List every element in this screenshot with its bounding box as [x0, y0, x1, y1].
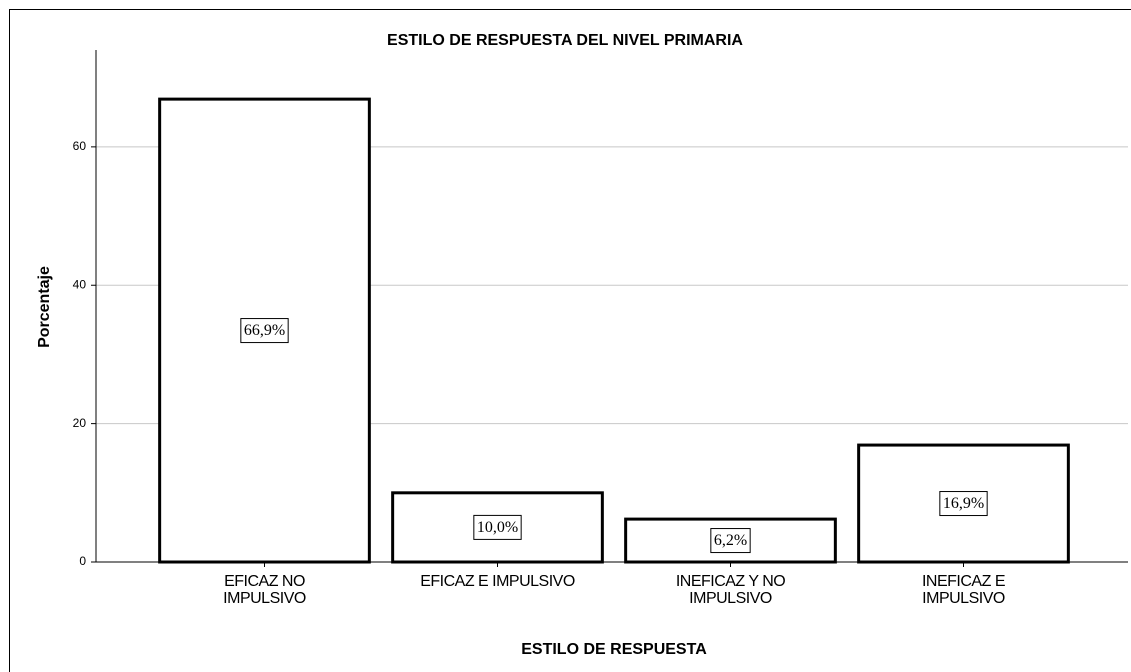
y-tick-label: 60: [73, 139, 87, 153]
frame: [9, 9, 1131, 672]
value-label: 10,0%: [477, 519, 518, 536]
value-label-box: [939, 491, 988, 517]
y-axis-label: Porcentaje: [36, 266, 53, 348]
value-label: 66,9%: [244, 322, 285, 339]
y-tick-label: 20: [73, 416, 87, 430]
value-label: 16,9%: [943, 495, 984, 512]
x-tick-label: INEFICAZ Y NO IMPULSIVO: [675, 573, 786, 607]
chart-title: ESTILO DE RESPUESTA DEL NIVEL PRIMARIA: [387, 32, 743, 49]
y-tick-label: 0: [79, 554, 86, 568]
value-label-box: [240, 318, 289, 344]
value-label: 6,2%: [714, 532, 747, 549]
value-label-box: [473, 514, 522, 540]
y-tick-label: 40: [73, 277, 87, 291]
x-axis-label: ESTILO DE RESPUESTA: [521, 641, 707, 658]
value-label-box: [710, 528, 751, 554]
x-tick-label: EFICAZ E IMPULSIVO: [420, 573, 575, 590]
x-tick-label: EFICAZ NO IMPULSIVO: [223, 573, 306, 607]
x-tick-label: INEFICAZ E IMPULSIVO: [921, 573, 1006, 607]
